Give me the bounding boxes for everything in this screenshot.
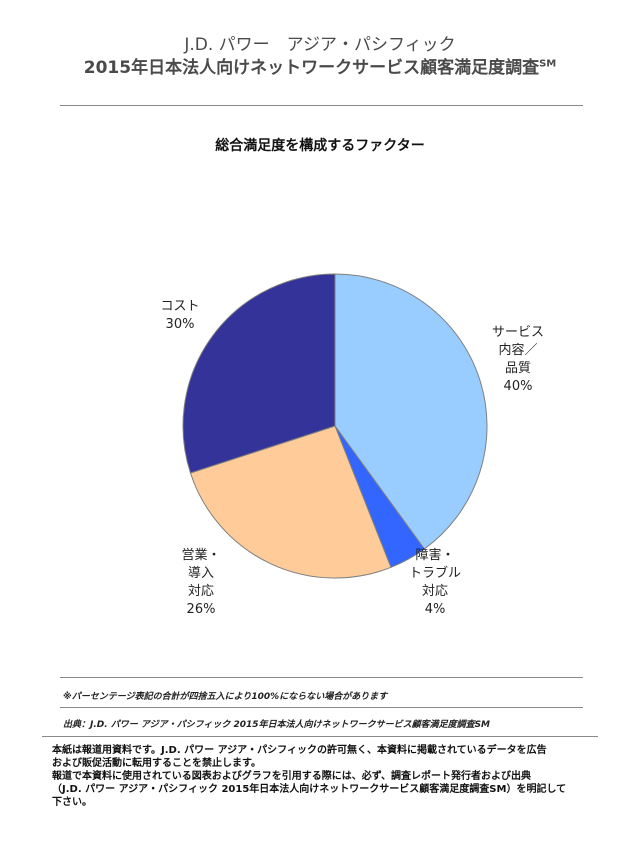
note-divider-top bbox=[60, 677, 583, 678]
footer-divider bbox=[42, 736, 598, 737]
pie-chart bbox=[182, 273, 488, 579]
press-notice-line: 本紙は報道用資料です。J.D. パワー アジア・パシフィックの許可無く、本資料に… bbox=[52, 745, 547, 756]
slice-value-label: 26% bbox=[186, 602, 216, 617]
slice-value-label: 30% bbox=[165, 317, 195, 332]
slice-label: 障害・トラブル対応 4% bbox=[385, 547, 485, 619]
slice-label-text: サービス bbox=[491, 325, 544, 340]
slice-label-text: 障害・ bbox=[415, 548, 455, 563]
slice-label-text: 品質 bbox=[504, 361, 531, 376]
slice-cost bbox=[182, 273, 336, 474]
slice-sales-onboarding bbox=[189, 425, 392, 579]
chart-title: 総合満足度を構成するファクター bbox=[215, 138, 425, 154]
slice-label: 営業・導入対応 26% bbox=[151, 547, 251, 619]
slice-label: サービス内容／ 品質 40% bbox=[468, 324, 568, 396]
header-divider bbox=[60, 105, 583, 106]
source-note: 出典：J.D. パワー アジア・パシフィック 2015年日本法人向けネットワーク… bbox=[63, 720, 491, 730]
press-notice: 本紙は報道用資料です。J.D. パワー アジア・パシフィックの許可無く、本資料に… bbox=[52, 744, 592, 809]
slice-value-label: 40% bbox=[503, 379, 533, 394]
press-notice-line: 下さい。 bbox=[52, 797, 92, 808]
press-notice-line: および販促活動に転用することを禁止します。 bbox=[52, 758, 261, 769]
slice-label: コスト 30% bbox=[130, 298, 230, 334]
slice-label-text: 営業・ bbox=[181, 548, 221, 563]
rounding-note: ※パーセンテージ表記の合計が四捨五入により100%にならない場合があります bbox=[63, 692, 388, 702]
note-divider-middle bbox=[60, 707, 583, 708]
slice-label-text: 内容／ bbox=[498, 343, 538, 358]
slice-label-text: 対応 bbox=[187, 584, 214, 599]
slice-service-quality bbox=[334, 273, 488, 550]
report-title-text: 2015年日本法人向けネットワークサービス顧客満足度調査 bbox=[83, 58, 540, 78]
slice-value-label: 4% bbox=[424, 602, 446, 617]
slice-label-text: トラブル bbox=[408, 566, 461, 581]
service-mark: SM bbox=[539, 58, 557, 70]
report-publisher-title: J.D. パワー アジア・パシフィック bbox=[184, 35, 456, 55]
press-notice-line: 報道で本資料に使用されている図表およびグラフを引用する際には、必ず、調査レポート… bbox=[52, 771, 531, 782]
slice-label-text: 対応 bbox=[421, 584, 448, 599]
press-notice-line: （J.D. パワー アジア・パシフィック 2015年日本法人向けネットワークサー… bbox=[52, 784, 567, 795]
report-title: 2015年日本法人向けネットワークサービス顧客満足度調査SM bbox=[0, 53, 640, 78]
slice-label-text: コスト bbox=[160, 299, 200, 314]
slice-label-text: 導入 bbox=[187, 566, 214, 581]
